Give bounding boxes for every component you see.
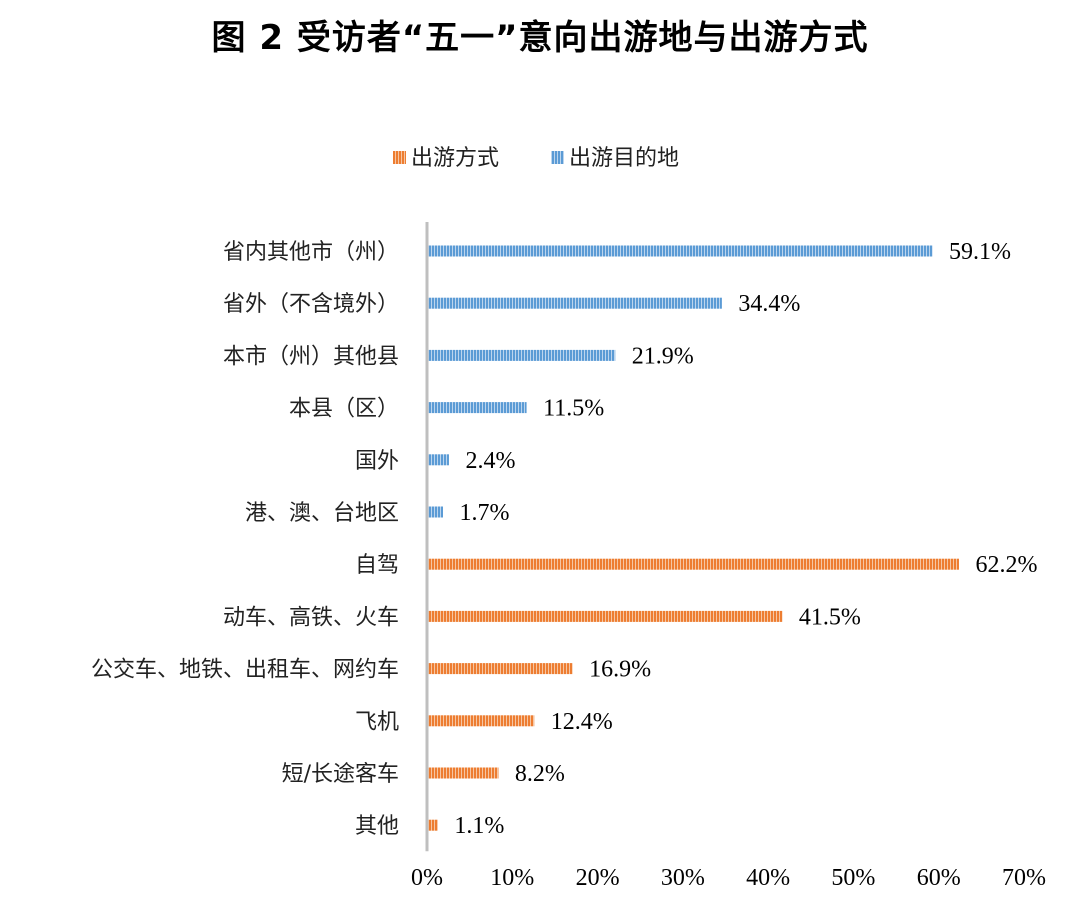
category-label: 省内其他市（州） <box>223 240 399 265</box>
bar <box>428 819 438 831</box>
category-label: 飞机 <box>355 710 399 735</box>
x-tick-label: 50% <box>831 865 875 891</box>
legend-swatch <box>393 151 406 164</box>
data-label: 1.7% <box>459 500 509 526</box>
category-label: 其他 <box>355 814 399 839</box>
x-tick-label: 70% <box>1002 865 1046 891</box>
data-label: 16.9% <box>589 657 651 683</box>
x-tick-label: 0% <box>411 865 443 891</box>
bar <box>428 297 722 309</box>
x-tick-label: 60% <box>917 865 961 891</box>
category-label: 本市（州）其他县 <box>223 344 399 369</box>
chart-title: 图 2 受访者“五一”意向出游地与出游方式 <box>211 18 869 58</box>
category-label: 动车、高铁、火车 <box>223 605 399 630</box>
category-label: 港、澳、台地区 <box>245 501 399 526</box>
category-label: 本县（区） <box>289 397 399 422</box>
data-label: 12.4% <box>551 709 613 735</box>
category-label: 公交车、地铁、出租车、网约车 <box>91 658 399 683</box>
bar <box>428 558 959 570</box>
category-label: 国外 <box>355 449 399 474</box>
bar <box>428 506 443 518</box>
bar <box>428 402 527 414</box>
category-label: 短/长途客车 <box>282 762 399 787</box>
data-label: 2.4% <box>465 448 515 474</box>
x-tick-label: 10% <box>490 865 534 891</box>
bar <box>428 610 783 622</box>
x-tick-label: 30% <box>661 865 705 891</box>
legend-swatch <box>551 151 564 164</box>
bar <box>428 767 499 779</box>
x-axis-ticks: 0% 10% 20% 30% 40% 50% 60% 70% <box>411 865 1046 891</box>
legend-label: 出游目的地 <box>569 146 679 171</box>
data-label: 34.4% <box>738 291 800 317</box>
x-tick-label: 40% <box>746 865 790 891</box>
bar <box>428 715 535 727</box>
data-label: 62.2% <box>975 552 1037 578</box>
data-label: 21.9% <box>632 343 694 369</box>
bar <box>428 663 573 675</box>
data-label: 8.2% <box>515 761 565 787</box>
category-label: 省外（不含境外） <box>223 292 399 317</box>
legend-label: 出游方式 <box>411 146 499 171</box>
bar <box>428 454 449 466</box>
bar <box>428 349 616 361</box>
bars: 59.1% 34.4% 21.9% 11.5% 2.4% 1.7% 62.2% 41.5% 16… <box>428 239 1037 839</box>
data-label: 59.1% <box>949 239 1011 265</box>
data-label: 1.1% <box>454 813 504 839</box>
x-tick-label: 20% <box>576 865 620 891</box>
bar <box>428 245 933 257</box>
legend: 出游方式 出游目的地 <box>393 146 679 171</box>
category-label: 自驾 <box>355 553 399 578</box>
data-label: 41.5% <box>799 604 861 630</box>
data-label: 11.5% <box>543 396 604 422</box>
